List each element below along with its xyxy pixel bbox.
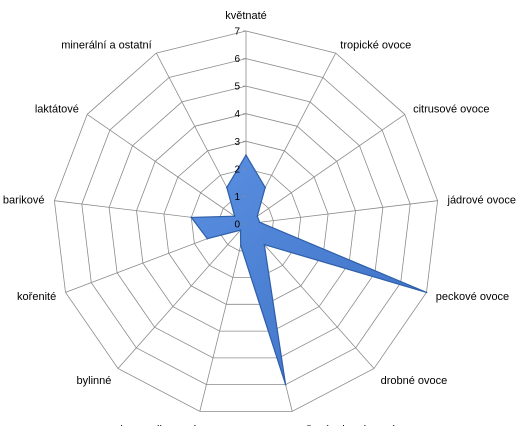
data-point <box>258 221 261 224</box>
category-label: květnaté <box>225 10 267 22</box>
tick-label: 7 <box>234 27 240 38</box>
data-point <box>256 215 259 217</box>
category-label: bylinné <box>77 375 112 387</box>
category-label: jádrové ovoce <box>447 195 517 207</box>
tick-label: 0 <box>234 220 240 231</box>
data-point <box>245 154 247 156</box>
data-point <box>264 186 267 189</box>
category-label: tropické ovoce <box>340 39 411 51</box>
series-area-group <box>190 153 428 386</box>
radial-axis-ticks: 0 1 2 3 4 5 6 7 <box>234 27 246 231</box>
grid-ring-2 <box>190 168 302 278</box>
category-label: laktátové <box>35 104 79 116</box>
data-point <box>239 229 242 231</box>
spoke-line <box>199 223 247 412</box>
category-label: peckové ovoce <box>436 291 509 303</box>
spoke-line <box>245 200 438 225</box>
data-point <box>425 291 428 294</box>
spoke-line <box>245 223 375 369</box>
data-point <box>284 383 287 386</box>
category-labels: květnaté tropické ovoce citrusové ovoce jád… <box>3 10 516 426</box>
tick-label: 5 <box>234 82 240 93</box>
data-point <box>233 215 236 217</box>
data-point <box>239 244 242 247</box>
radar-grid <box>53 30 439 412</box>
category-label: kořenité <box>17 291 56 303</box>
spoke-line <box>86 114 247 225</box>
grid-ring-3 <box>163 140 329 305</box>
grid-ring-7 <box>53 30 439 412</box>
grid-ring-6 <box>81 58 411 386</box>
category-label: drobné ovoce <box>381 375 448 387</box>
tick-label: 6 <box>234 54 240 65</box>
category-label: barikové <box>3 195 45 207</box>
category-label: sušené a kandované ovoce <box>295 424 429 426</box>
spoke-line <box>245 114 406 225</box>
series-area <box>190 153 427 385</box>
data-point <box>190 216 193 219</box>
category-label: citrusové ovoce <box>413 104 489 116</box>
data-point <box>206 237 209 240</box>
category-label: minerální a ostatní <box>61 39 152 51</box>
data-point <box>263 243 266 246</box>
tick-label: 4 <box>234 109 240 120</box>
spoke-line <box>117 223 247 369</box>
grid-ring-5 <box>108 85 384 359</box>
tick-label: 1 <box>234 192 240 203</box>
tick-label: 2 <box>234 164 240 175</box>
category-label: karamelizované <box>120 424 197 426</box>
data-point <box>226 186 228 189</box>
tick-label: 3 <box>234 137 240 148</box>
grid-ring-4 <box>136 113 356 332</box>
